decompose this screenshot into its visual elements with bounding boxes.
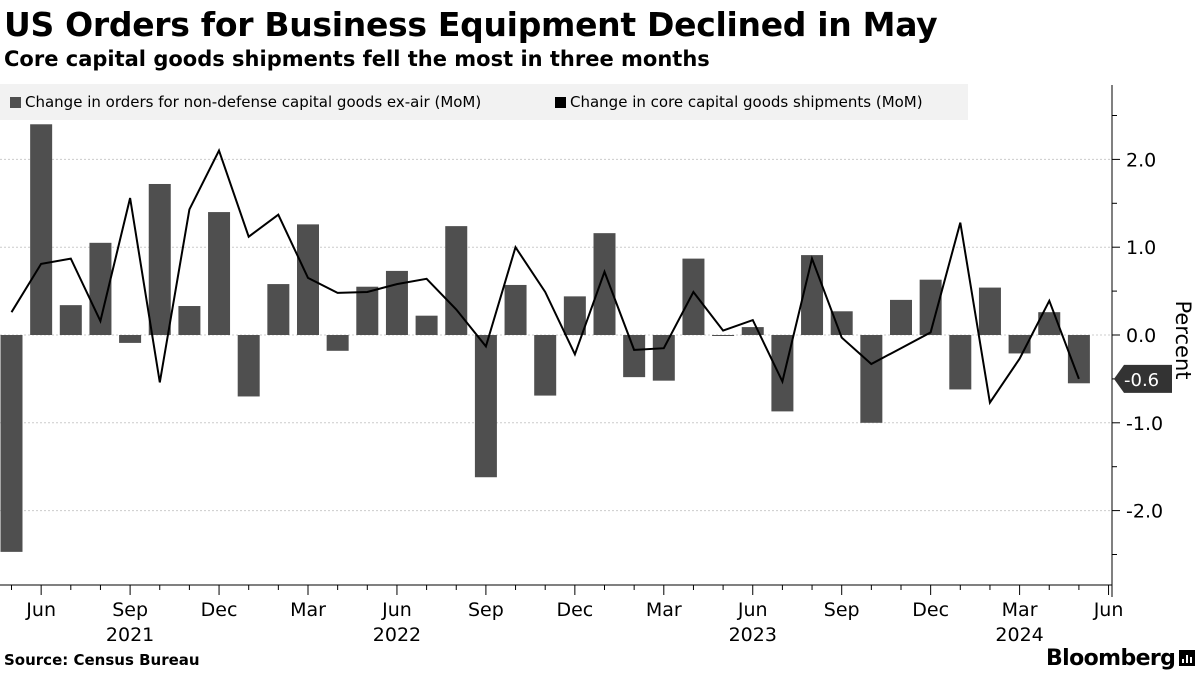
y-tick-label: 2.0 xyxy=(1126,149,1156,171)
bar-sep-2023 xyxy=(830,311,853,335)
bloomberg-logo: Bloomberg xyxy=(1046,646,1196,671)
x-year-label: 2021 xyxy=(106,624,154,646)
y-axis-title: Percent xyxy=(1171,300,1195,379)
x-year-label: 2023 xyxy=(729,624,777,646)
x-tick-label: Jun xyxy=(381,599,412,621)
chart-title: US Orders for Business Equipment Decline… xyxy=(4,5,938,44)
bar-jun-2023 xyxy=(741,327,764,335)
shipments-line xyxy=(10,148,1080,406)
bar-sep-2022 xyxy=(474,335,497,478)
x-tick-label: Sep xyxy=(468,599,504,621)
x-tick-label: Sep xyxy=(112,599,148,621)
bloomberg-wordmark: Bloomberg xyxy=(1046,646,1176,671)
bar-dec-2023 xyxy=(919,279,942,335)
bar-dec-2022 xyxy=(563,296,586,335)
x-tick-label: Sep xyxy=(824,599,860,621)
bar-jul-2022 xyxy=(415,315,438,335)
bar-feb-2024 xyxy=(978,287,1001,335)
y-tick-label: 1.0 xyxy=(1126,237,1156,259)
bar-aug-2021 xyxy=(89,242,112,335)
x-tick-label: Mar xyxy=(646,599,682,621)
bar-jul-2023 xyxy=(771,335,794,412)
x-tick-label: Jun xyxy=(737,599,768,621)
bar-sep-2021 xyxy=(119,335,142,343)
bar-nov-2022 xyxy=(534,335,557,396)
bar-jan-2022 xyxy=(237,335,260,397)
bar-oct-2023 xyxy=(860,335,883,423)
bar-aug-2022 xyxy=(445,226,468,335)
x-tick-label: Dec xyxy=(201,599,238,621)
bar-feb-2022 xyxy=(267,284,290,335)
bar-may-2024 xyxy=(1067,335,1090,384)
chart-subtitle: Core capital goods shipments fell the mo… xyxy=(4,47,710,71)
x-tick-label: Dec xyxy=(556,599,593,621)
bar-may-2022 xyxy=(356,286,379,335)
legend-item-shipments: Change in core capital goods shipments (… xyxy=(555,93,923,111)
bar-oct-2022 xyxy=(504,284,527,335)
x-tick-label: Dec xyxy=(912,599,949,621)
legend-swatch-orders xyxy=(10,97,21,108)
bar-aug-2023 xyxy=(801,255,824,335)
bar-may-2021 xyxy=(0,335,23,552)
last-value-label: -0.6 xyxy=(1124,370,1159,391)
legend-label-orders: Change in orders for non-defense capital… xyxy=(25,93,482,111)
bar-jul-2021 xyxy=(59,305,82,335)
bar-feb-2023 xyxy=(623,335,646,378)
bar-apr-2023 xyxy=(682,258,705,335)
x-year-label: 2024 xyxy=(995,624,1043,646)
legend-label-shipments: Change in core capital goods shipments (… xyxy=(570,93,923,111)
bloomberg-terminal-icon xyxy=(1179,650,1196,666)
source-note: Source: Census Bureau xyxy=(4,651,200,669)
bar-jun-2022 xyxy=(385,270,408,335)
x-tick-label: Mar xyxy=(290,599,326,621)
bar-oct-2021 xyxy=(148,183,171,335)
bar-jun-2021 xyxy=(30,124,53,335)
bar-dec-2021 xyxy=(208,212,231,335)
bar-nov-2023 xyxy=(890,299,912,335)
bar-mar-2022 xyxy=(297,224,319,335)
legend-swatch-shipments xyxy=(555,97,566,108)
x-tick-label: Mar xyxy=(1002,599,1038,621)
bar-apr-2022 xyxy=(326,335,349,351)
x-tick-label: Jun xyxy=(25,599,56,621)
y-tick-label: -1.0 xyxy=(1126,413,1163,435)
legend-item-orders: Change in orders for non-defense capital… xyxy=(10,93,481,111)
bar-may-2023 xyxy=(712,335,735,336)
legend: Change in orders for non-defense capital… xyxy=(0,84,968,120)
last-value-badge xyxy=(1114,364,1172,393)
bar-jan-2024 xyxy=(949,335,972,390)
y-tick-label: 0.0 xyxy=(1126,325,1156,347)
bar-jan-2023 xyxy=(593,233,616,335)
bar-mar-2023 xyxy=(652,335,675,381)
x-year-label: 2022 xyxy=(373,624,421,646)
bar-nov-2021 xyxy=(178,306,201,335)
y-tick-label: -2.0 xyxy=(1126,501,1163,523)
x-tick-label: Jun xyxy=(1093,599,1124,621)
